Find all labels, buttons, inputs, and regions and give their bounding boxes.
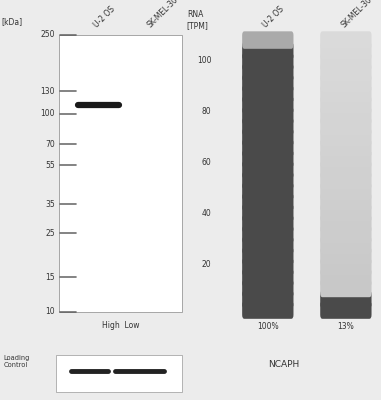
Text: 80: 80 — [202, 107, 211, 116]
Text: 60: 60 — [202, 158, 211, 167]
FancyBboxPatch shape — [242, 258, 293, 276]
Text: [kDa]: [kDa] — [2, 17, 23, 26]
Text: SK-MEL-30: SK-MEL-30 — [146, 0, 181, 30]
FancyBboxPatch shape — [242, 226, 293, 243]
FancyBboxPatch shape — [320, 128, 371, 146]
FancyBboxPatch shape — [320, 64, 371, 81]
Text: SK-MEL-30: SK-MEL-30 — [339, 0, 374, 30]
FancyBboxPatch shape — [242, 107, 293, 124]
FancyBboxPatch shape — [242, 118, 293, 135]
FancyBboxPatch shape — [320, 269, 371, 286]
Text: 25: 25 — [45, 228, 55, 238]
FancyBboxPatch shape — [242, 85, 293, 103]
Text: 100: 100 — [40, 109, 55, 118]
FancyBboxPatch shape — [242, 193, 293, 211]
FancyBboxPatch shape — [320, 193, 371, 211]
FancyBboxPatch shape — [242, 290, 293, 308]
FancyBboxPatch shape — [242, 128, 293, 146]
FancyBboxPatch shape — [242, 139, 293, 157]
Text: 35: 35 — [45, 200, 55, 208]
FancyBboxPatch shape — [242, 74, 293, 92]
FancyBboxPatch shape — [242, 53, 293, 70]
Text: 55: 55 — [45, 161, 55, 170]
Text: 100: 100 — [197, 56, 211, 65]
Text: U-2 OS: U-2 OS — [92, 5, 117, 30]
FancyBboxPatch shape — [320, 290, 371, 308]
FancyBboxPatch shape — [320, 161, 371, 178]
FancyBboxPatch shape — [242, 280, 293, 297]
FancyBboxPatch shape — [242, 172, 293, 189]
FancyBboxPatch shape — [242, 96, 293, 114]
FancyBboxPatch shape — [320, 139, 371, 157]
FancyBboxPatch shape — [320, 280, 371, 297]
Text: Loading
Control: Loading Control — [4, 355, 30, 368]
FancyBboxPatch shape — [242, 269, 293, 286]
Text: 130: 130 — [40, 86, 55, 96]
Text: 100%: 100% — [257, 322, 279, 331]
FancyBboxPatch shape — [320, 247, 371, 265]
Text: 70: 70 — [45, 140, 55, 149]
FancyBboxPatch shape — [242, 247, 293, 265]
FancyBboxPatch shape — [320, 31, 371, 49]
Text: NCAPH: NCAPH — [268, 360, 299, 369]
FancyBboxPatch shape — [56, 355, 182, 392]
Text: 13%: 13% — [338, 322, 354, 331]
FancyBboxPatch shape — [320, 258, 371, 276]
FancyBboxPatch shape — [242, 204, 293, 222]
FancyBboxPatch shape — [320, 42, 371, 60]
FancyBboxPatch shape — [320, 53, 371, 70]
Text: 15: 15 — [45, 272, 55, 282]
FancyBboxPatch shape — [320, 107, 371, 124]
Text: 20: 20 — [202, 260, 211, 269]
FancyBboxPatch shape — [320, 182, 371, 200]
Text: 250: 250 — [40, 30, 55, 39]
FancyBboxPatch shape — [320, 204, 371, 222]
FancyBboxPatch shape — [242, 301, 293, 319]
FancyBboxPatch shape — [242, 31, 293, 49]
Text: High  Low: High Low — [102, 321, 139, 330]
FancyBboxPatch shape — [320, 215, 371, 232]
FancyBboxPatch shape — [320, 150, 371, 168]
FancyBboxPatch shape — [242, 236, 293, 254]
Text: 10: 10 — [45, 308, 55, 316]
Text: 40: 40 — [202, 209, 211, 218]
Text: RNA
[TPM]: RNA [TPM] — [187, 10, 209, 30]
FancyBboxPatch shape — [242, 150, 293, 168]
Text: U-2 OS: U-2 OS — [261, 5, 286, 30]
FancyBboxPatch shape — [242, 215, 293, 232]
FancyBboxPatch shape — [59, 35, 182, 312]
FancyBboxPatch shape — [242, 182, 293, 200]
FancyBboxPatch shape — [242, 64, 293, 81]
FancyBboxPatch shape — [320, 85, 371, 103]
FancyBboxPatch shape — [242, 42, 293, 60]
FancyBboxPatch shape — [242, 161, 293, 178]
FancyBboxPatch shape — [320, 96, 371, 114]
FancyBboxPatch shape — [320, 236, 371, 254]
FancyBboxPatch shape — [320, 301, 371, 319]
FancyBboxPatch shape — [320, 226, 371, 243]
FancyBboxPatch shape — [320, 74, 371, 92]
FancyBboxPatch shape — [320, 118, 371, 135]
FancyBboxPatch shape — [320, 172, 371, 189]
